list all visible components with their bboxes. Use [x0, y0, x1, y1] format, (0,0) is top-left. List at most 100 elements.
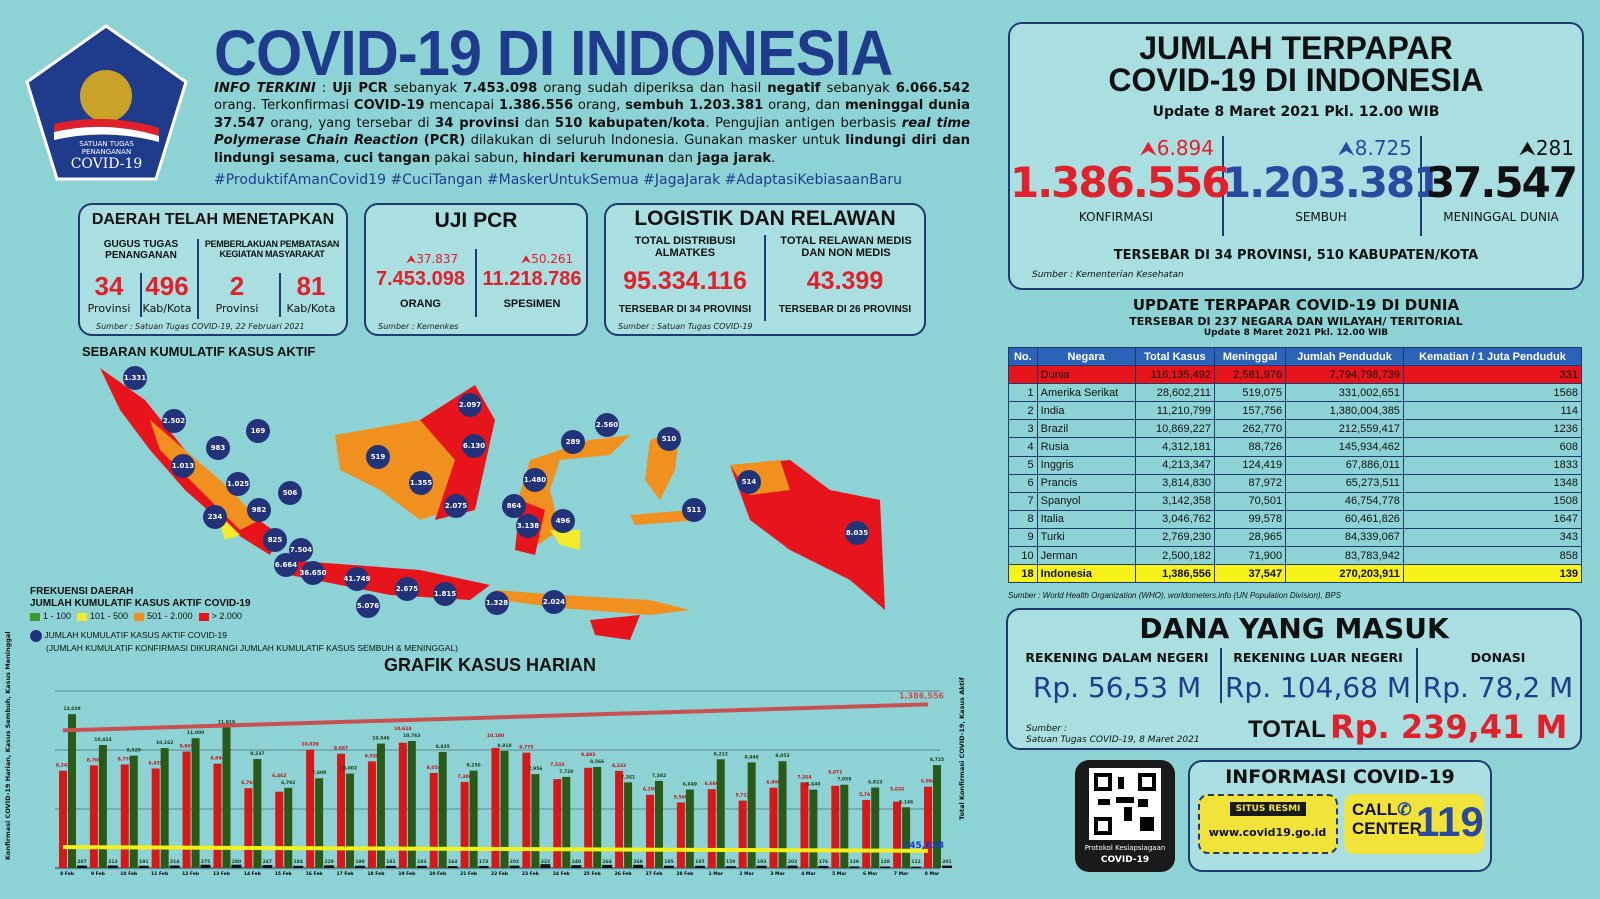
- legend-swatch: [30, 612, 40, 621]
- table-cell: 9: [1008, 527, 1038, 548]
- sembuh-bar: [778, 761, 787, 868]
- meninggal-bar: [756, 865, 767, 868]
- logistik-sub2: TERSEBAR DI 26 PROVINSI: [778, 304, 912, 315]
- daerah-source: Sumber : Satuan Tugas COVID-19, 22 Febru…: [96, 322, 305, 331]
- meninggal-bar: [911, 866, 922, 868]
- meninggal-bar: [138, 865, 149, 868]
- table-cell: 7,794,798,739: [1285, 365, 1404, 385]
- meninggal-bar: [571, 865, 582, 868]
- table-cell: Dunia: [1036, 365, 1136, 385]
- table-cell: 10: [1008, 546, 1038, 566]
- meninggal-bar: [509, 865, 520, 868]
- table-row: 7 Spanyol 3,142,358 70,501 46,754,778 1508: [1008, 491, 1583, 511]
- active-cases-bubble: 2.675: [395, 577, 419, 601]
- terpapar-title2: COVID-19 DI INDONESIA: [1108, 62, 1484, 98]
- konfirmasi-data-label: 9,869: [179, 744, 193, 750]
- table-cell: 116,135,492: [1134, 365, 1216, 385]
- info-segment: 1.386.556: [498, 98, 574, 114]
- table-cell: 70,501: [1214, 491, 1287, 511]
- konfirmasi-bar: [800, 782, 809, 868]
- konfirmasi-bar: [553, 779, 562, 868]
- table-row: 9 Turki 2,769,230 28,965 84,339,067 343: [1008, 527, 1583, 548]
- sembuh-data-label: 10,424: [94, 737, 111, 743]
- informasi-title: INFORMASI COVID-19: [1225, 766, 1455, 788]
- sembuh-data-label: 7,058: [837, 777, 851, 783]
- meninggal-data-label: 247: [263, 859, 272, 865]
- meninggal-data-label: 183: [417, 859, 426, 865]
- nusa-tenggara-shape: [495, 590, 690, 640]
- table-cell: 28,602,211: [1134, 383, 1216, 403]
- qr-card[interactable]: Protokol Kesiapsiagaan COVID-19: [1075, 760, 1175, 872]
- logo-line3: COVID-19: [70, 156, 143, 172]
- table-cell: 4,213,347: [1134, 455, 1216, 475]
- pcr-panel: UJI PCR ⮝37.837 ⮝50.261 7.453.098 11.218…: [364, 203, 588, 336]
- logo-line1: SATUAN TUGAS: [79, 140, 134, 148]
- x-tick-label: 10 Feb: [120, 871, 138, 875]
- situs-url[interactable]: www.covid19.go.id: [1208, 826, 1327, 839]
- table-cell: 3,814,830: [1134, 473, 1216, 493]
- call-center-button[interactable]: CALL✆ CENTER 119: [1344, 794, 1484, 854]
- logistik-almatkes: 95.334.116: [623, 267, 747, 295]
- x-tick-label: 21 Feb: [460, 871, 478, 875]
- info-segment: Uji PCR: [332, 81, 388, 96]
- situs-resmi-link[interactable]: SITUS RESMI www.covid19.go.id: [1198, 794, 1338, 854]
- call-number: 119: [1416, 798, 1484, 845]
- table-cell: 67,886,011: [1285, 455, 1404, 475]
- daerah-value: 2: [229, 271, 245, 301]
- pcr-spesimen-label: SPESIMEN: [503, 298, 561, 310]
- kasus_aktif-end-label: 145,628: [903, 841, 944, 851]
- terpapar-value: 1.386.556: [1010, 158, 1230, 207]
- table-cell: 1833: [1402, 455, 1583, 475]
- pcr-orang-delta: 37.837: [416, 252, 459, 266]
- sembuh-bar: [562, 776, 571, 868]
- x-tick-label: 8 Feb: [60, 871, 75, 875]
- table-row: 18 Indonesia 1,386,556 37,547 270,203,911 139: [1008, 564, 1583, 584]
- info-segment: sembuh 1.203.381: [625, 98, 764, 114]
- meninggal-data-label: 112: [911, 859, 920, 865]
- x-tick-label: 18 Feb: [367, 871, 385, 875]
- info-segment: lindungi diri dan lindungi sesama: [214, 133, 970, 166]
- table-cell: 3,142,358: [1134, 491, 1216, 511]
- logistik-title: LOGISTIK DAN RELAWAN: [634, 207, 896, 230]
- qr-code[interactable]: [1089, 768, 1161, 840]
- active-cases-bubble: 510: [657, 427, 681, 451]
- konfirmasi-data-label: 6,808: [766, 780, 780, 786]
- sembuh-bar: [840, 784, 849, 868]
- table-cell: 88,726: [1214, 437, 1287, 457]
- x-tick-label: 6 Mar: [863, 871, 878, 875]
- table-cell: Turki: [1036, 527, 1136, 548]
- qr-caption1: Protokol Kesiapsiagaan: [1084, 844, 1166, 852]
- pcr-spesimen-delta: 50.261: [531, 252, 574, 266]
- dana-col-label: DONASI: [1470, 650, 1526, 665]
- dana-source: Satuan Tugas COVID-19, 8 Maret 2021: [1026, 735, 1200, 745]
- meninggal-data-label: 176: [819, 859, 828, 865]
- sembuh-bar: [253, 759, 262, 868]
- meninggal-data-label: 280: [232, 859, 241, 865]
- terpapar-label: SEMBUH: [1295, 210, 1347, 224]
- daerah-unit: Provinsi: [215, 302, 259, 315]
- konfirmasi-data-label: 8,776: [118, 756, 132, 762]
- up-arrow-icon: ⮝: [406, 252, 417, 266]
- sembuh-data-label: 7,261: [621, 774, 635, 780]
- meninggal-data-label: 190: [355, 859, 364, 865]
- sembuh-bar: [654, 780, 663, 868]
- active-cases-bubble: 6.664: [274, 553, 298, 577]
- active-cases-bubble: 506: [278, 481, 302, 505]
- info-segment: orang sudah diperiksa dan hasil: [537, 81, 768, 96]
- logistik-relawan: 43.399: [806, 267, 884, 295]
- x-tick-label: 26 Feb: [615, 871, 633, 875]
- legend-label: 101 - 500: [90, 611, 129, 621]
- map-legend: 1 - 100 101 - 500 501 - 2.000 > 2.000: [24, 611, 242, 621]
- up-arrow-icon: ⮝: [1337, 136, 1355, 160]
- konfirmasi-bar: [429, 772, 438, 868]
- meninggal-data-label: 268: [633, 859, 642, 865]
- sembuh-data-label: 7,609: [312, 770, 326, 776]
- meninggal-data-label: 323: [541, 859, 550, 865]
- konfirmasi-data-label: 9,687: [334, 746, 348, 752]
- konfirmasi-bar: [120, 764, 129, 868]
- phone-icon: ✆: [1397, 800, 1412, 819]
- dana-col: REKENING LUAR NEGERI Rp. 104,68 M: [1220, 650, 1416, 704]
- table-cell: 18: [1008, 564, 1038, 584]
- legend-swatch: [134, 612, 145, 621]
- table-cell: 1508: [1402, 491, 1583, 511]
